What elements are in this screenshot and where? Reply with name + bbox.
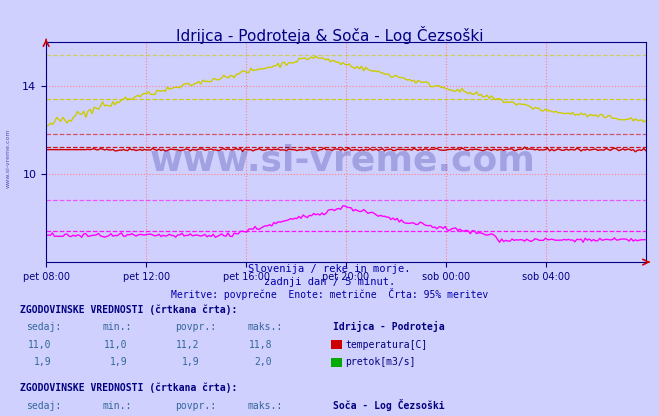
Text: temperatura[C]: temperatura[C] (345, 340, 428, 350)
Text: maks.:: maks.: (247, 322, 282, 332)
Text: Idrijca - Podroteja: Idrijca - Podroteja (333, 321, 444, 332)
Text: povpr.:: povpr.: (175, 322, 215, 332)
Text: pretok[m3/s]: pretok[m3/s] (345, 357, 416, 367)
Text: 1,9: 1,9 (109, 357, 127, 367)
Text: 1,9: 1,9 (34, 357, 51, 367)
Text: Soča - Log Čezsoški: Soča - Log Čezsoški (333, 399, 444, 411)
Text: min.:: min.: (102, 322, 132, 332)
Text: zadnji dan / 5 minut.: zadnji dan / 5 minut. (264, 277, 395, 287)
Text: min.:: min.: (102, 401, 132, 411)
Text: 1,9: 1,9 (182, 357, 200, 367)
Text: ZGODOVINSKE VREDNOSTI (črtkana črta):: ZGODOVINSKE VREDNOSTI (črtkana črta): (20, 305, 237, 315)
Text: 11,0: 11,0 (28, 340, 51, 350)
Text: Slovenija / reke in morje.: Slovenija / reke in morje. (248, 265, 411, 275)
Text: sedaj:: sedaj: (26, 322, 61, 332)
Text: 11,2: 11,2 (176, 340, 200, 350)
Text: 11,8: 11,8 (248, 340, 272, 350)
Text: 11,0: 11,0 (103, 340, 127, 350)
Text: ZGODOVINSKE VREDNOSTI (črtkana črta):: ZGODOVINSKE VREDNOSTI (črtkana črta): (20, 383, 237, 393)
Text: maks.:: maks.: (247, 401, 282, 411)
Text: povpr.:: povpr.: (175, 401, 215, 411)
Text: 2,0: 2,0 (254, 357, 272, 367)
Text: www.si-vreme.com: www.si-vreme.com (150, 143, 536, 177)
Text: Idrijca - Podroteja & Soča - Log Čezsoški: Idrijca - Podroteja & Soča - Log Čezsošk… (176, 26, 483, 44)
Text: sedaj:: sedaj: (26, 401, 61, 411)
Text: Meritve: povprečne  Enote: metrične  Črta: 95% meritev: Meritve: povprečne Enote: metrične Črta:… (171, 288, 488, 300)
Text: www.si-vreme.com: www.si-vreme.com (5, 128, 11, 188)
